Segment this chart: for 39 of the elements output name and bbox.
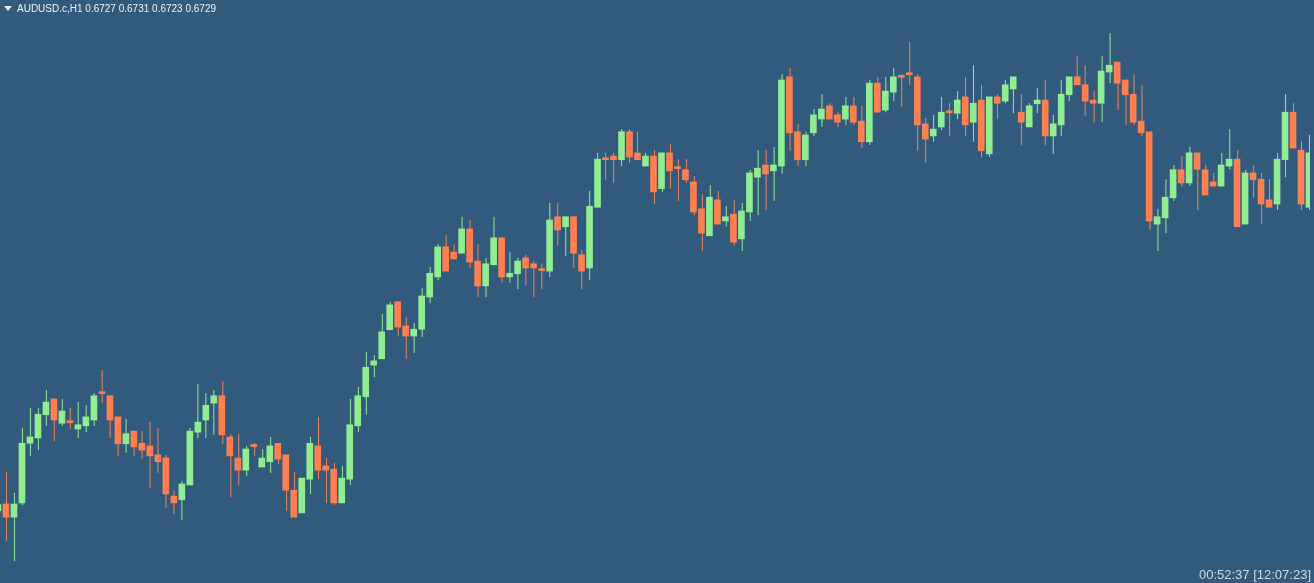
- candlestick: [58, 398, 66, 427]
- candlestick: [66, 407, 74, 430]
- candlestick: [98, 369, 106, 404]
- candlestick: [74, 401, 82, 439]
- candlestick: [10, 492, 18, 562]
- candlestick: [937, 96, 945, 131]
- candlestick: [1073, 55, 1081, 86]
- candlestick: [953, 90, 961, 120]
- text: 00:52:37 [12:07:23]: [1198, 567, 1311, 582]
- candlestick: [1017, 93, 1025, 146]
- candlestick: [538, 263, 545, 290]
- candlestick: [1081, 64, 1089, 117]
- chart-title: AUDUSD.c,H1 0.6727 0.6731 0.6723 0.6729: [17, 3, 217, 14]
- candlestick: [842, 96, 849, 126]
- candlestick: [1033, 87, 1041, 114]
- candlestick: [122, 418, 130, 454]
- candlestick: [722, 205, 729, 228]
- candlestick: [1177, 155, 1185, 187]
- candlestick: [682, 158, 689, 184]
- candlestick: [905, 41, 913, 86]
- candlestick: [945, 102, 953, 137]
- candlestick: [1153, 208, 1161, 252]
- candlestick: [562, 216, 569, 257]
- candlestick: [897, 73, 905, 108]
- candlestick: [234, 433, 242, 486]
- candlestick: [26, 407, 34, 457]
- candlestick: [1025, 102, 1033, 128]
- candlestick: [762, 149, 769, 211]
- candlestick: [210, 389, 218, 436]
- candlestick: [1089, 90, 1097, 123]
- candlestick: [554, 202, 561, 246]
- candlestick: [242, 445, 250, 477]
- candlestick: [1193, 152, 1201, 211]
- candlestick: [993, 93, 1001, 120]
- candlestick: [969, 64, 977, 143]
- candlestick: [578, 249, 585, 290]
- candlestick: [226, 433, 234, 498]
- candlestick: [929, 114, 937, 143]
- candlestick: [1265, 178, 1273, 208]
